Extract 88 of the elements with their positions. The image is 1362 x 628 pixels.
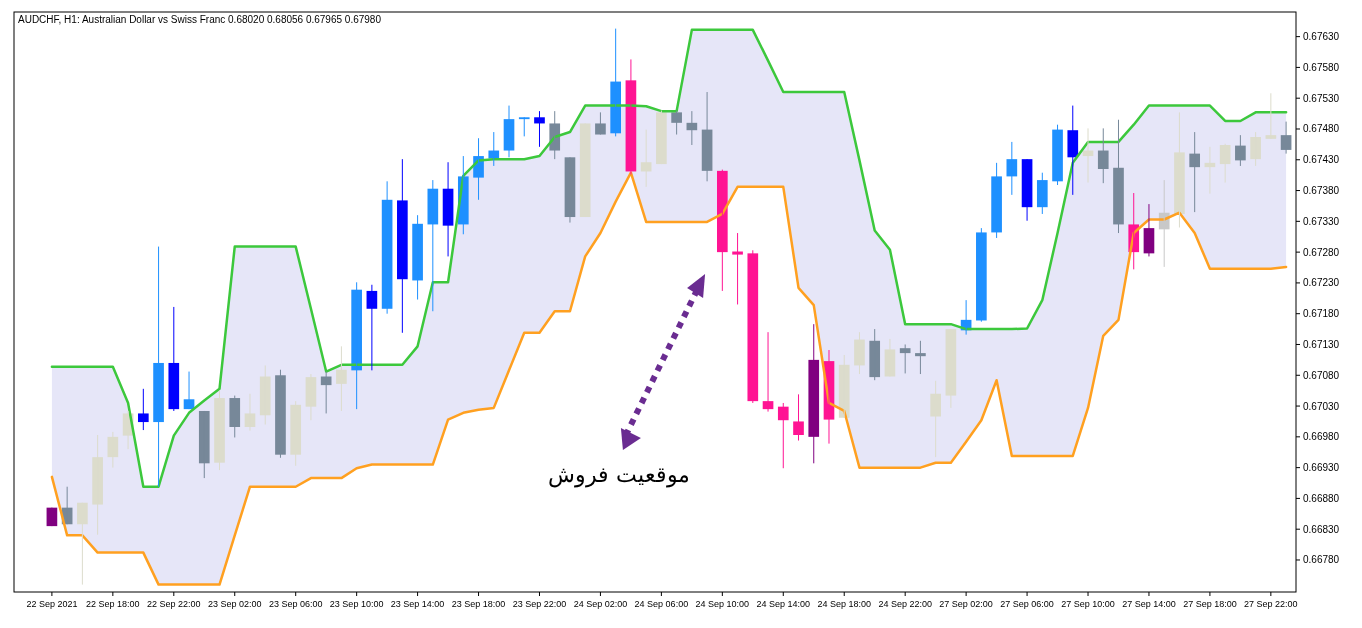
line-series	[50, 28, 1288, 488]
x-tick-label: 23 Sep 14:00	[390, 599, 445, 609]
y-tick-label: 0.66780	[1303, 554, 1340, 566]
x-tick-label: 24 Sep 18:00	[817, 599, 872, 609]
x-tick-label: 27 Sep 22:00	[1244, 599, 1298, 609]
y-tick-label: 0.67030	[1303, 400, 1340, 412]
candlestick	[259, 364, 271, 426]
candlestick	[518, 116, 530, 137]
candlestick	[168, 306, 180, 412]
y-tick-label: 0.67380	[1303, 185, 1340, 197]
candlestick	[153, 246, 164, 488]
candlestick	[214, 390, 225, 471]
candlestick	[747, 249, 759, 404]
x-tick-label: 23 Sep 10:00	[329, 599, 384, 609]
candlestick	[229, 395, 241, 438]
candlestick	[92, 434, 103, 536]
x-tick-label: 24 Sep 06:00	[634, 599, 689, 609]
candlestick	[732, 232, 743, 305]
candlestick	[1006, 141, 1018, 196]
candlestick	[1113, 119, 1124, 234]
x-tick-label: 27 Sep 10:00	[1061, 599, 1115, 609]
candlestick	[275, 369, 286, 459]
y-tick-label: 0.67530	[1303, 92, 1340, 104]
y-tick-label: 0.67130	[1303, 338, 1340, 350]
candlestick	[290, 400, 302, 467]
candlestick	[1189, 131, 1201, 213]
candlestick	[579, 122, 591, 218]
x-tick-label: 27 Sep 02:00	[939, 599, 993, 609]
x-tick-label: 27 Sep 18:00	[1183, 599, 1237, 609]
y-tick-label: 0.67080	[1303, 369, 1340, 381]
candlestick	[427, 179, 439, 312]
y-tick-label: 0.66880	[1303, 492, 1340, 504]
y-tick-label: 0.67430	[1303, 154, 1340, 166]
x-tick-label: 22 Sep 2021	[26, 599, 78, 609]
y-tick-label: 0.66980	[1303, 431, 1340, 443]
candlestick	[808, 323, 820, 464]
candlestick	[1250, 131, 1261, 167]
x-tick-label: 23 Sep 18:00	[451, 599, 506, 609]
candlestick	[1067, 105, 1079, 196]
y-tick-label: 0.67480	[1303, 123, 1340, 135]
x-tick-label: 24 Sep 14:00	[756, 599, 811, 609]
x-tick-label: 22 Sep 18:00	[86, 599, 140, 609]
y-tick-label: 0.67280	[1303, 246, 1340, 258]
candlestick	[1174, 111, 1185, 228]
x-tick-label: 22 Sep 22:00	[147, 599, 201, 609]
annotation: موقعیت فروش	[547, 462, 690, 488]
candlestick	[46, 507, 58, 527]
x-tick-label: 23 Sep 02:00	[207, 599, 262, 609]
candlestick	[1036, 172, 1048, 215]
y-tick-label: 0.67580	[1303, 61, 1340, 73]
candlestick	[534, 110, 545, 148]
candlestick	[656, 110, 667, 165]
y-tick-label: 0.67180	[1303, 308, 1340, 320]
candlestick	[976, 227, 987, 323]
candlestick	[397, 158, 408, 334]
candlestick	[854, 331, 865, 375]
y-tick-label: 0.67330	[1303, 215, 1340, 227]
candlestick	[1052, 124, 1063, 186]
x-tick-label: 27 Sep 14:00	[1122, 599, 1176, 609]
candlestick	[351, 281, 362, 410]
y-tick-label: 0.66830	[1303, 523, 1340, 535]
x-tick-label: 23 Sep 06:00	[268, 599, 323, 609]
x-tick-label: 27 Sep 06:00	[1000, 599, 1054, 609]
chart-title: AUDCHF, H1: Australian Dollar vs Swiss Franc 0.68020 0.68056 0.67965 0.67980	[18, 14, 382, 25]
y-tick-label: 0.66930	[1303, 462, 1340, 474]
line-series	[50, 171, 1288, 586]
candlestick	[595, 111, 606, 136]
candlestick	[838, 354, 850, 419]
candlestick	[869, 328, 881, 381]
x-tick-label: 24 Sep 02:00	[573, 599, 628, 609]
candlestick	[198, 410, 210, 479]
y-tick-label: 0.67230	[1303, 277, 1340, 289]
candlestick	[915, 340, 926, 375]
candlestick	[77, 502, 88, 586]
candlestick	[412, 214, 423, 301]
candlestick	[777, 402, 789, 469]
x-tick-label: 23 Sep 22:00	[512, 599, 567, 609]
candlestick	[899, 343, 911, 374]
y-tick-label: 0.67630	[1303, 31, 1340, 43]
candlestick	[671, 110, 682, 136]
candlestick	[991, 162, 1002, 239]
x-tick-label: 24 Sep 22:00	[878, 599, 932, 609]
x-tick-label: 24 Sep 10:00	[695, 599, 750, 609]
candlestick	[137, 388, 149, 431]
candlestick	[930, 380, 941, 458]
candlestick	[793, 393, 804, 442]
candlestick	[1097, 127, 1109, 184]
candlestick	[336, 345, 347, 412]
